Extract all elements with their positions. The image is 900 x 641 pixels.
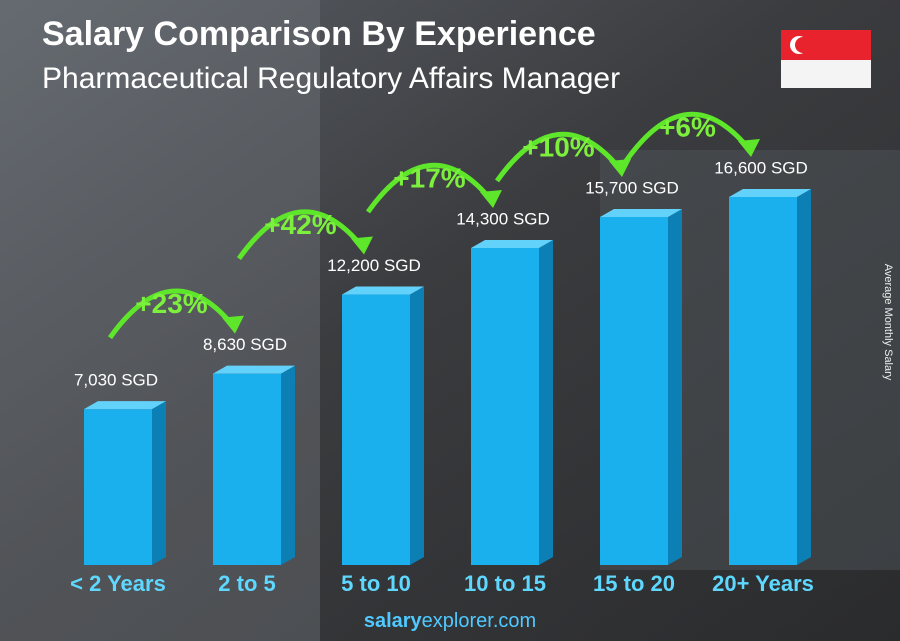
value-label: 16,600 SGD: [714, 158, 808, 177]
value-label: 15,700 SGD: [585, 178, 679, 197]
change-label: +10%: [522, 131, 594, 162]
x-tick-label: 20+ Years: [712, 571, 814, 596]
flag-moon-cut: [795, 37, 811, 53]
change-label: +6%: [659, 111, 716, 142]
value-label: 14,300 SGD: [456, 209, 550, 228]
bar-side: [539, 239, 553, 565]
bar-top: [600, 208, 682, 217]
chart-title: Salary Comparison By Experience: [42, 15, 596, 53]
change-label: +42%: [264, 209, 336, 240]
bar-side: [668, 208, 682, 565]
bar-side: [410, 286, 424, 565]
bar: [471, 247, 539, 565]
footer: salaryexplorer.com: [364, 610, 536, 632]
bar-top: [471, 239, 553, 248]
bar: [213, 373, 281, 565]
bar: [342, 294, 410, 565]
change-arrowhead: [609, 158, 631, 177]
chart-subtitle: Pharmaceutical Regulatory Affairs Manage…: [42, 62, 620, 95]
change-arrow: [107, 288, 235, 340]
change-arrowhead: [480, 189, 502, 208]
change-arrowhead: [351, 236, 373, 255]
change-arrow: [365, 162, 493, 214]
bar-side: [152, 401, 166, 565]
change-label: +23%: [135, 288, 207, 319]
y-axis-label: Average Monthly Salary: [882, 264, 894, 381]
x-tick-label: 5 to 10: [341, 571, 411, 596]
bar-top: [342, 286, 424, 295]
footer-brand: salary: [364, 610, 423, 632]
change-label: +17%: [393, 162, 465, 193]
bar-top: [729, 189, 811, 197]
value-label: 7,030 SGD: [74, 371, 158, 390]
value-label: 8,630 SGD: [203, 335, 287, 354]
x-tick-label: 15 to 20: [593, 571, 675, 596]
bar-side: [281, 365, 295, 565]
change-arrowhead: [222, 315, 244, 334]
bar-top: [213, 365, 295, 374]
value-label: 12,200 SGD: [327, 256, 421, 275]
bar: [729, 197, 797, 565]
flag-white: [781, 60, 871, 88]
x-tick-label: 10 to 15: [464, 571, 546, 596]
flag: [781, 30, 871, 88]
change-arrowhead: [738, 139, 760, 157]
change-arrow: [623, 111, 751, 163]
x-tick-label: 2 to 5: [218, 571, 275, 596]
change-arrow: [236, 209, 364, 260]
bar: [84, 409, 152, 565]
bar: [600, 216, 668, 565]
footer-domain: explorer.com: [422, 610, 537, 632]
bar-top: [84, 401, 166, 410]
bar-side: [797, 189, 811, 565]
x-tick-label: < 2 Years: [70, 571, 166, 596]
change-arrow: [494, 131, 622, 183]
